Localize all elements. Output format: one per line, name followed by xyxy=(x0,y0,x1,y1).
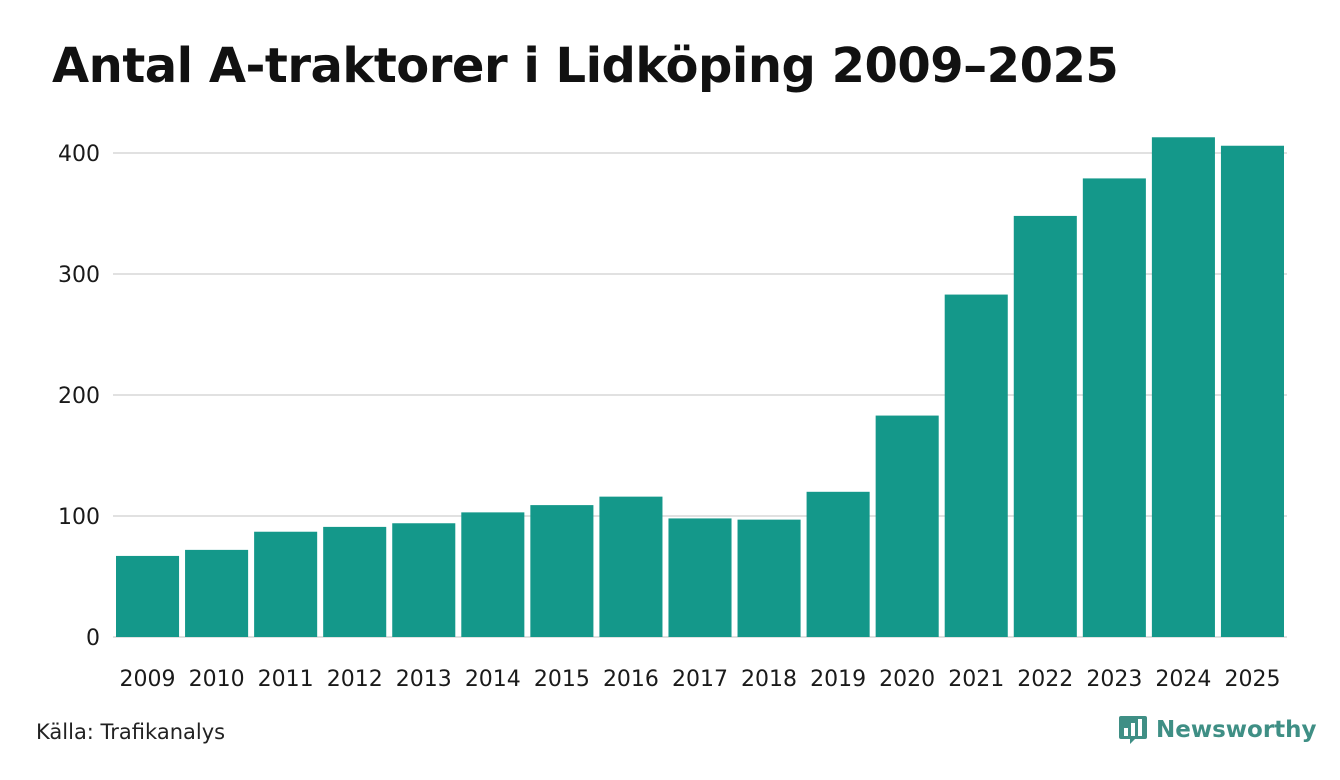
x-tick-label: 2021 xyxy=(948,667,1004,692)
x-tick-label: 2017 xyxy=(672,667,728,692)
x-tick-label: 2009 xyxy=(120,667,176,692)
x-tick-label: 2011 xyxy=(258,667,314,692)
x-tick-label: 2015 xyxy=(534,667,590,692)
bar-2010 xyxy=(185,549,249,637)
bar-2014 xyxy=(461,512,525,637)
bar-2012 xyxy=(323,526,387,637)
x-tick-label: 2013 xyxy=(396,667,452,692)
bar-2011 xyxy=(254,531,318,637)
y-tick-label: 200 xyxy=(58,384,100,409)
source-label: Källa: Trafikanalys xyxy=(36,720,226,744)
bar-2015 xyxy=(530,505,594,637)
x-tick-label: 2022 xyxy=(1017,667,1073,692)
bar-2017 xyxy=(668,518,732,637)
bar-2009 xyxy=(116,555,180,637)
bar-2013 xyxy=(392,523,456,637)
x-tick-label: 2024 xyxy=(1155,667,1211,692)
bar-2023 xyxy=(1082,178,1146,637)
x-tick-label: 2016 xyxy=(603,667,659,692)
bar-2024 xyxy=(1151,137,1215,637)
x-tick-label: 2025 xyxy=(1224,667,1280,692)
chart-title: Antal A-traktorer i Lidköping 2009–2025 xyxy=(52,38,1119,94)
x-tick-label: 2023 xyxy=(1086,667,1142,692)
x-tick-label: 2019 xyxy=(810,667,866,692)
newsworthy-logo-icon xyxy=(1119,716,1147,744)
x-tick-label: 2012 xyxy=(327,667,383,692)
bar-2019 xyxy=(806,491,870,637)
bar-2021 xyxy=(944,294,1008,637)
y-tick-label: 100 xyxy=(58,505,100,530)
bar-2022 xyxy=(1013,215,1077,638)
x-tick-label: 2014 xyxy=(465,667,521,692)
bar-2016 xyxy=(599,496,663,637)
brand-logo: Newsworthy xyxy=(1118,714,1317,746)
x-tick-label: 2020 xyxy=(879,667,935,692)
x-tick-label: 2018 xyxy=(741,667,797,692)
y-tick-label: 300 xyxy=(58,263,100,288)
bar-2020 xyxy=(875,415,939,637)
y-tick-label: 400 xyxy=(58,142,100,167)
bar-2018 xyxy=(737,519,801,637)
brand-name: Newsworthy xyxy=(1156,717,1317,743)
x-tick-label: 2010 xyxy=(189,667,245,692)
y-tick-label: 0 xyxy=(86,626,100,651)
bar-2025 xyxy=(1220,145,1284,638)
